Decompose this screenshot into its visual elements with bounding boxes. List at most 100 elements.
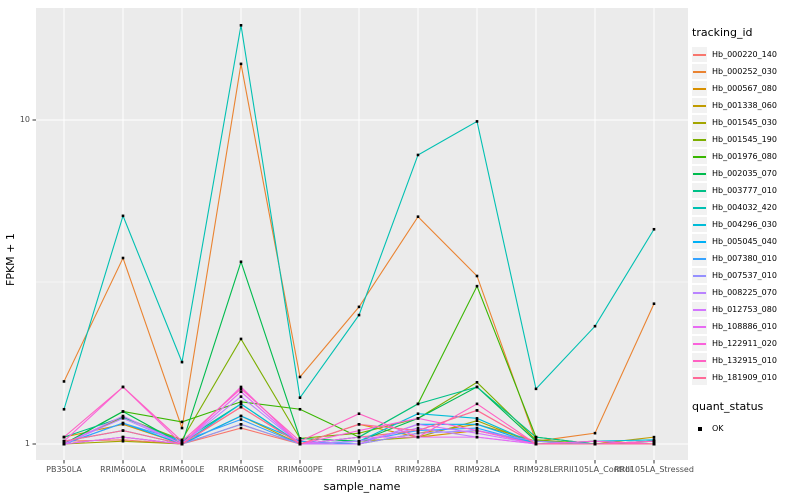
data-point (121, 439, 125, 443)
data-point (475, 435, 479, 439)
data-point (239, 260, 243, 264)
data-point (593, 442, 597, 446)
y-tick-label: 1 (24, 439, 30, 448)
legend-item-label: Hb_002035_070 (712, 169, 777, 178)
x-tick-label: RRIM600SE (218, 465, 264, 474)
legend-item-label: Hb_001545_030 (712, 118, 777, 127)
data-point (357, 435, 361, 439)
data-point (416, 215, 420, 218)
legend-title-tracking-id: tracking_id (692, 26, 753, 39)
data-point (475, 426, 479, 430)
data-point (180, 420, 184, 424)
x-tick-label: RRIM928BA (394, 465, 442, 474)
data-point (475, 423, 479, 426)
data-point (475, 402, 479, 406)
data-point (534, 435, 538, 439)
data-point (239, 390, 243, 394)
legend-item-Hb_108886_010: Hb_108886_010 (692, 318, 798, 335)
legend-key-line-icon (692, 183, 707, 198)
data-point (357, 431, 361, 435)
data-point (298, 407, 302, 411)
legend-key-line-icon (692, 336, 707, 351)
data-point (416, 423, 420, 426)
data-point (121, 385, 125, 389)
data-point (652, 435, 656, 439)
data-point (121, 429, 125, 432)
legend-item-Hb_005045_040: Hb_005045_040 (692, 233, 798, 250)
data-point (357, 305, 361, 309)
data-point (239, 423, 243, 426)
data-point (239, 385, 243, 389)
x-axis-title: sample_name (323, 480, 401, 493)
legend-key-line-icon (692, 251, 707, 266)
x-tick-label: RRIM600LE (159, 465, 205, 474)
legend-item-Hb_002035_070: Hb_002035_070 (692, 165, 798, 182)
data-point (298, 396, 302, 399)
legend-item-label: Hb_008225_070 (712, 288, 777, 297)
data-point (475, 385, 479, 389)
legend-item-label: Hb_004032_420 (712, 203, 777, 212)
data-point (416, 426, 420, 430)
data-point (475, 381, 479, 384)
x-tick-label: RRIM901LA (336, 465, 382, 474)
legend-item-Hb_122911_020: Hb_122911_020 (692, 335, 798, 352)
data-point (416, 417, 420, 420)
data-point (62, 439, 66, 443)
data-point (239, 405, 243, 409)
legend-key-line-icon (692, 115, 707, 130)
data-point (298, 442, 302, 446)
data-point (121, 256, 125, 260)
legend-item-label: Hb_000567_080 (712, 84, 777, 93)
data-point (475, 284, 479, 288)
data-point (416, 153, 420, 157)
legend: tracking_id Hb_000220_140 Hb_000252_030 Hb… (692, 26, 798, 437)
legend-key-line-icon (692, 285, 707, 300)
legend-item-Hb_001545_030: Hb_001545_030 (692, 114, 798, 131)
data-point (357, 442, 361, 446)
x-tick-label: RRII105LA_Control (557, 465, 633, 474)
data-point (180, 442, 184, 446)
legend-item-Hb_008225_070: Hb_008225_070 (692, 284, 798, 301)
legend-key-line-icon (692, 166, 707, 181)
legend-item-label: Hb_000220_140 (712, 50, 777, 59)
legend-color-items: Hb_000220_140 Hb_000252_030 Hb_000567_080 H… (692, 46, 798, 386)
data-point (593, 431, 597, 435)
data-point (62, 407, 66, 411)
data-point (652, 227, 656, 231)
data-point (239, 337, 243, 341)
legend-item-label: Hb_181909_010 (712, 373, 777, 382)
legend-item-Hb_007380_010: Hb_007380_010 (692, 250, 798, 267)
legend-item-quant-ok: OK (692, 420, 798, 437)
data-point (416, 435, 420, 439)
data-point (652, 442, 656, 446)
legend-item-label: Hb_001976_080 (712, 152, 777, 161)
legend-item-Hb_004032_420: Hb_004032_420 (692, 199, 798, 216)
data-point (62, 442, 66, 446)
legend-shape-items: OK (692, 420, 798, 437)
legend-item-label: Hb_122911_020 (712, 339, 777, 348)
legend-item-label: Hb_004296_030 (712, 220, 777, 229)
data-point (121, 410, 125, 413)
legend-key-line-icon (692, 200, 707, 215)
legend-key-line-icon (692, 217, 707, 232)
data-point (534, 387, 538, 391)
data-point (475, 417, 479, 420)
data-point (121, 438, 125, 442)
data-point (416, 402, 420, 406)
data-point (475, 409, 479, 412)
y-axis-tick-labels: 1 10 (4, 0, 30, 500)
data-point (298, 375, 302, 379)
data-point (62, 435, 66, 439)
data-point (416, 412, 420, 416)
legend-item-Hb_181909_010: Hb_181909_010 (692, 369, 798, 386)
data-point (180, 360, 184, 364)
legend-item-label: Hb_132915_010 (712, 356, 777, 365)
legend-key-line-icon (692, 98, 707, 113)
data-point (357, 313, 361, 317)
data-point (239, 24, 243, 27)
data-point (180, 438, 184, 442)
data-point (593, 324, 597, 328)
legend-title-quant-status: quant_status (692, 400, 764, 413)
data-point (534, 439, 538, 443)
data-point (121, 414, 125, 418)
